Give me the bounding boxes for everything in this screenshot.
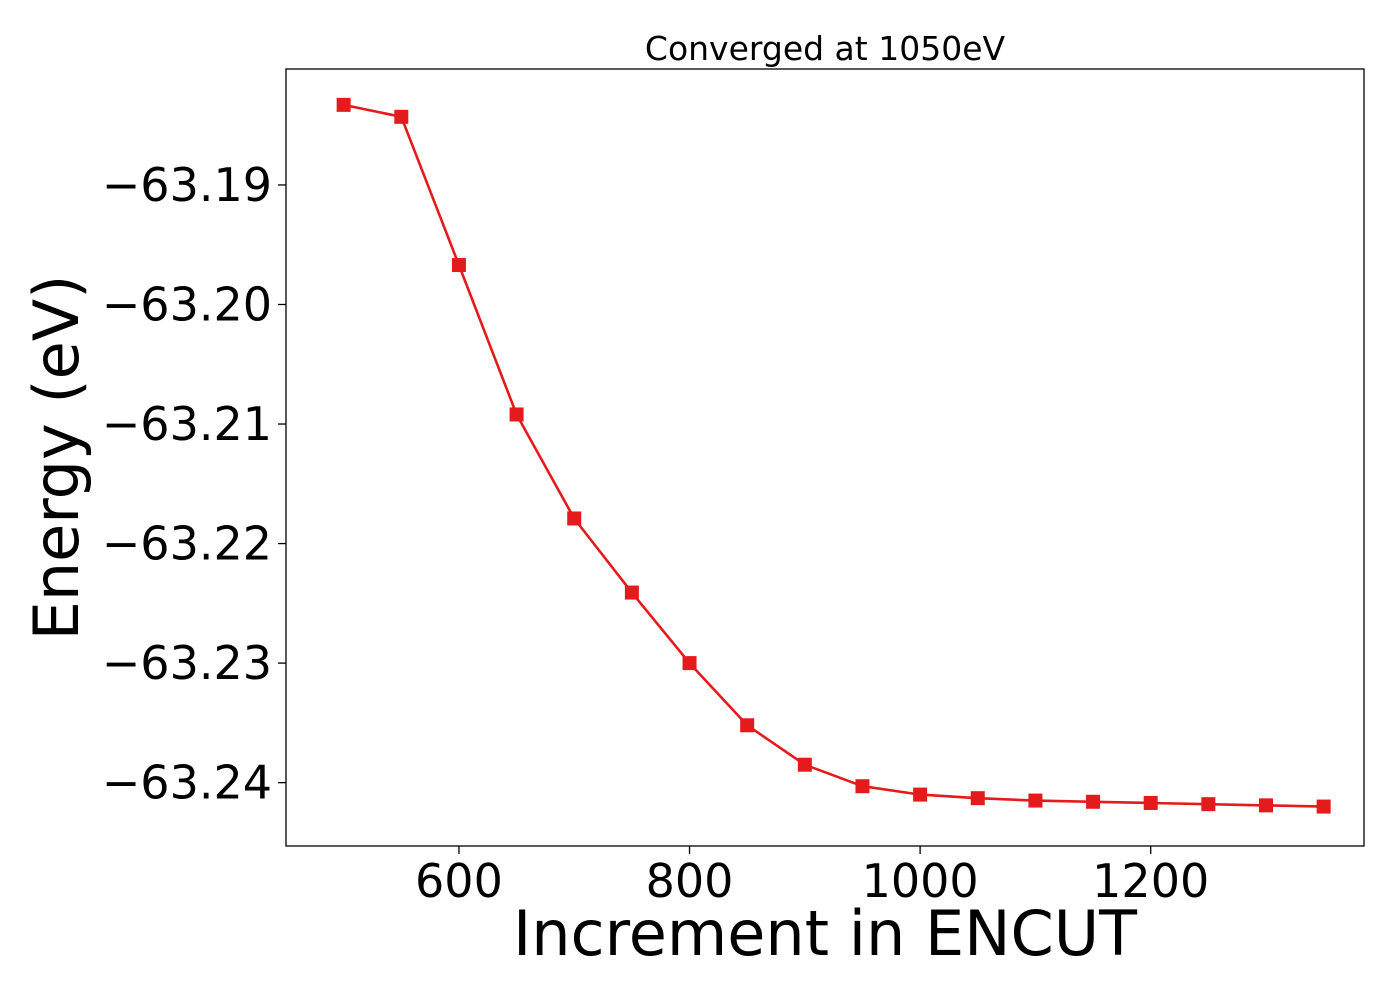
chart-title: Converged at 1050eV bbox=[645, 29, 1006, 68]
x-axis: 600 800 1000 1200 bbox=[415, 846, 1209, 908]
series-line bbox=[343, 103, 1324, 808]
data-point-marker bbox=[913, 787, 928, 802]
x-axis-label: Increment in ENCUT bbox=[513, 897, 1138, 970]
data-point-marker bbox=[567, 511, 582, 526]
y-tick-label: −63.22 bbox=[102, 517, 272, 571]
data-point-marker bbox=[682, 656, 697, 671]
data-point-marker bbox=[855, 779, 870, 794]
y-tick-label: −63.24 bbox=[102, 756, 272, 810]
y-axis: −63.19 −63.20 −63.21 −63.22 −63.23 −63.24 bbox=[102, 158, 286, 810]
x-tick-label: 600 bbox=[415, 854, 503, 908]
y-tick-label: −63.20 bbox=[102, 277, 272, 331]
data-point-marker bbox=[1259, 798, 1273, 813]
y-tick-label: −63.23 bbox=[102, 636, 272, 690]
data-point-marker bbox=[1086, 794, 1101, 809]
x-tick-label: 1000 bbox=[862, 854, 979, 908]
data-point-marker bbox=[624, 585, 639, 600]
data-point-marker bbox=[1028, 793, 1043, 808]
data-point-marker bbox=[797, 757, 812, 772]
y-tick-label: −63.21 bbox=[102, 397, 272, 451]
data-point-marker bbox=[451, 258, 466, 273]
y-tick-label: −63.19 bbox=[102, 158, 272, 212]
x-tick-label: 800 bbox=[646, 854, 734, 908]
data-point-marker bbox=[1143, 795, 1158, 810]
series-layer bbox=[336, 97, 1331, 814]
x-tick-label: 1200 bbox=[1092, 854, 1209, 908]
data-point-marker bbox=[1316, 799, 1331, 814]
y-axis-label: Energy (eV) bbox=[20, 275, 93, 641]
data-point-marker bbox=[336, 97, 351, 112]
data-point-marker bbox=[394, 109, 409, 124]
data-point-marker bbox=[509, 407, 524, 422]
data-point-marker bbox=[1201, 797, 1216, 812]
data-point-marker bbox=[970, 791, 985, 806]
data-point-marker bbox=[740, 718, 755, 733]
plot-area bbox=[285, 68, 1365, 847]
